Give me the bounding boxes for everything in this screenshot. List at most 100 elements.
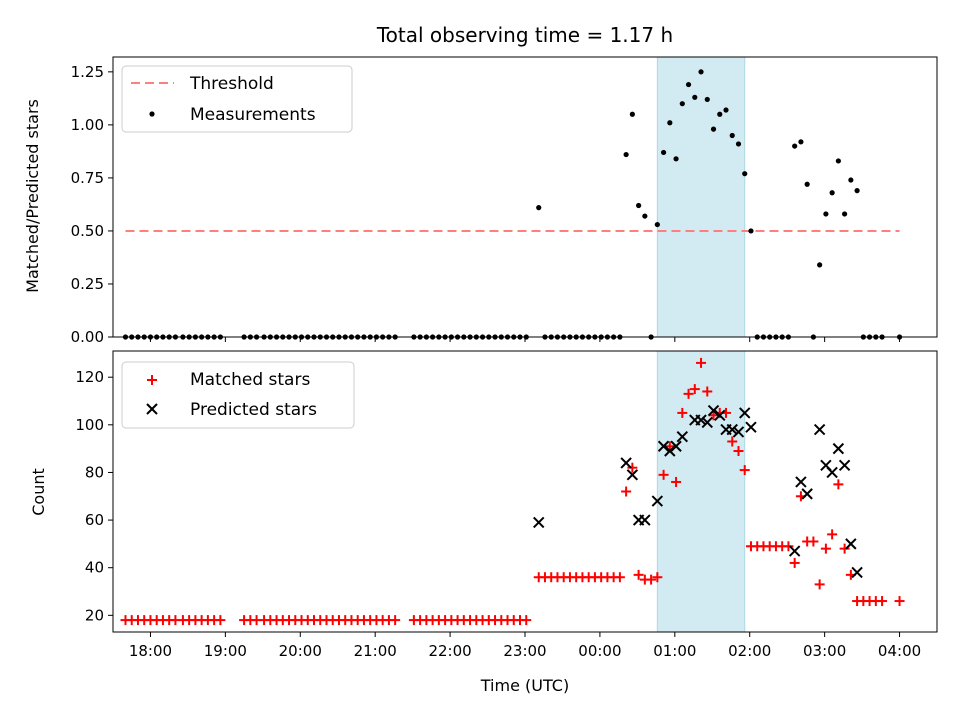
measurement-point	[710, 126, 717, 132]
matched-point	[733, 446, 744, 457]
xtick-label: 18:00	[129, 642, 172, 660]
cross-stroke-b	[845, 538, 857, 550]
top-legend-box	[121, 65, 353, 133]
measurement-point	[654, 221, 660, 228]
bottom-ytick-label: 40	[85, 559, 104, 577]
top-y-axis: 0.00 0.25 0.50 0.75 1.00 1.25	[71, 63, 113, 346]
legend-matched-swatch	[147, 375, 157, 385]
cross-stroke-b	[739, 407, 751, 419]
xtick-label: 03:00	[803, 642, 846, 660]
bottom-x-axis: 18:00 19:00 20:00 21:00 22:00 23:00 00:00 01:00…	[129, 632, 921, 660]
predicted-point	[745, 421, 757, 433]
legend-measurements-label: Measurements	[190, 105, 316, 125]
legend-matched-label: Matched stars	[190, 370, 310, 390]
xtick-label: 00:00	[578, 642, 621, 660]
top-ytick-label: 0.50	[71, 222, 104, 240]
figure-title: Total observing time = 1.17 h	[376, 23, 673, 47]
measurement-point	[636, 202, 642, 209]
xtick-label: 22:00	[428, 642, 471, 660]
measurement-point	[742, 171, 748, 177]
top-ytick-label: 1.25	[71, 63, 104, 81]
cross-stroke-b	[732, 426, 745, 438]
matched-point	[677, 407, 688, 418]
matched-point	[789, 557, 800, 568]
predicted-point	[832, 442, 845, 455]
bottom-legend-box	[121, 361, 355, 429]
top-ytick-label: 1.00	[71, 116, 104, 134]
measurement-point	[673, 156, 679, 162]
xtick-label: 19:00	[204, 642, 247, 660]
legend-predicted-swatch	[146, 403, 158, 415]
measurement-point	[679, 101, 685, 107]
legend-cross-marker	[146, 403, 158, 415]
bottom-panel: 20 40 60 80 100 120 18:00 19:00 20:00 21:00 22:00…	[29, 350, 938, 695]
matched-point	[633, 569, 644, 580]
matched-point	[627, 462, 638, 473]
matched-point	[739, 465, 750, 476]
matched-point	[894, 596, 905, 607]
matched-point	[808, 536, 819, 547]
matched-points	[120, 357, 905, 626]
legend-threshold-label: Threshold	[189, 74, 274, 94]
measurement-point	[667, 120, 673, 126]
matched-point	[839, 543, 850, 554]
measurement-point	[704, 96, 710, 103]
predicted-points	[533, 404, 863, 579]
cross-stroke-b	[670, 440, 682, 452]
matched-point	[783, 541, 794, 552]
predicted-point	[795, 476, 807, 488]
top-legend: Threshold Measurements	[121, 65, 353, 133]
measurement-point	[629, 111, 635, 117]
measurement-point	[748, 228, 754, 234]
cross-stroke-b	[820, 459, 832, 472]
cross-stroke-b	[726, 423, 738, 436]
xtick-label: 23:00	[503, 642, 546, 660]
top-highlight-span	[656, 56, 746, 338]
cross-stroke-b	[714, 409, 726, 422]
measurement-point	[829, 190, 835, 196]
bottom-y-axis-title: Count	[29, 468, 48, 516]
cross-stroke-b	[788, 545, 801, 557]
cross-stroke-b	[838, 459, 851, 472]
cross-stroke-b	[533, 516, 545, 529]
measurement-point	[717, 111, 723, 117]
measurement-point	[804, 181, 810, 187]
bottom-ytick-label: 80	[85, 463, 104, 481]
predicted-point	[732, 426, 745, 438]
bottom-ytick-label: 100	[75, 416, 104, 434]
matched-point	[621, 486, 632, 497]
matched-point	[671, 476, 682, 487]
bottom-ytick-label: 60	[85, 511, 104, 529]
measurement-point	[623, 151, 629, 158]
bottom-ytick-label: 120	[75, 368, 104, 386]
top-ytick-label: 0.25	[71, 275, 104, 293]
predicted-point	[695, 414, 707, 426]
top-panel: 0.00 0.25 0.50 0.75 1.00 1.25 Matched/Predict…	[23, 56, 938, 346]
measurement-point	[842, 211, 848, 217]
matched-point	[702, 386, 713, 397]
matched-point	[708, 410, 719, 421]
measurement-point	[835, 158, 841, 164]
predicted-point	[813, 423, 826, 436]
matched-point	[820, 543, 831, 554]
legend-predicted-label: Predicted stars	[190, 400, 317, 420]
predicted-point	[670, 440, 682, 452]
cross-stroke-b	[620, 457, 632, 469]
xtick-label: 04:00	[878, 642, 921, 660]
measurement-point	[798, 139, 804, 145]
measurement-point	[735, 141, 742, 147]
predicted-point	[826, 466, 838, 479]
measurement-point	[823, 211, 829, 217]
xtick-label: 02:00	[728, 642, 771, 660]
cross-stroke-b	[851, 566, 863, 579]
measurement-point	[729, 132, 735, 139]
matched-point	[664, 441, 675, 452]
predicted-point	[701, 416, 713, 429]
cross-stroke-b	[795, 476, 807, 488]
top-plot-frame	[112, 56, 938, 338]
predicted-point	[851, 566, 863, 579]
matched-point	[696, 357, 707, 368]
cross-stroke-b	[626, 469, 639, 481]
matched-point	[727, 436, 738, 447]
